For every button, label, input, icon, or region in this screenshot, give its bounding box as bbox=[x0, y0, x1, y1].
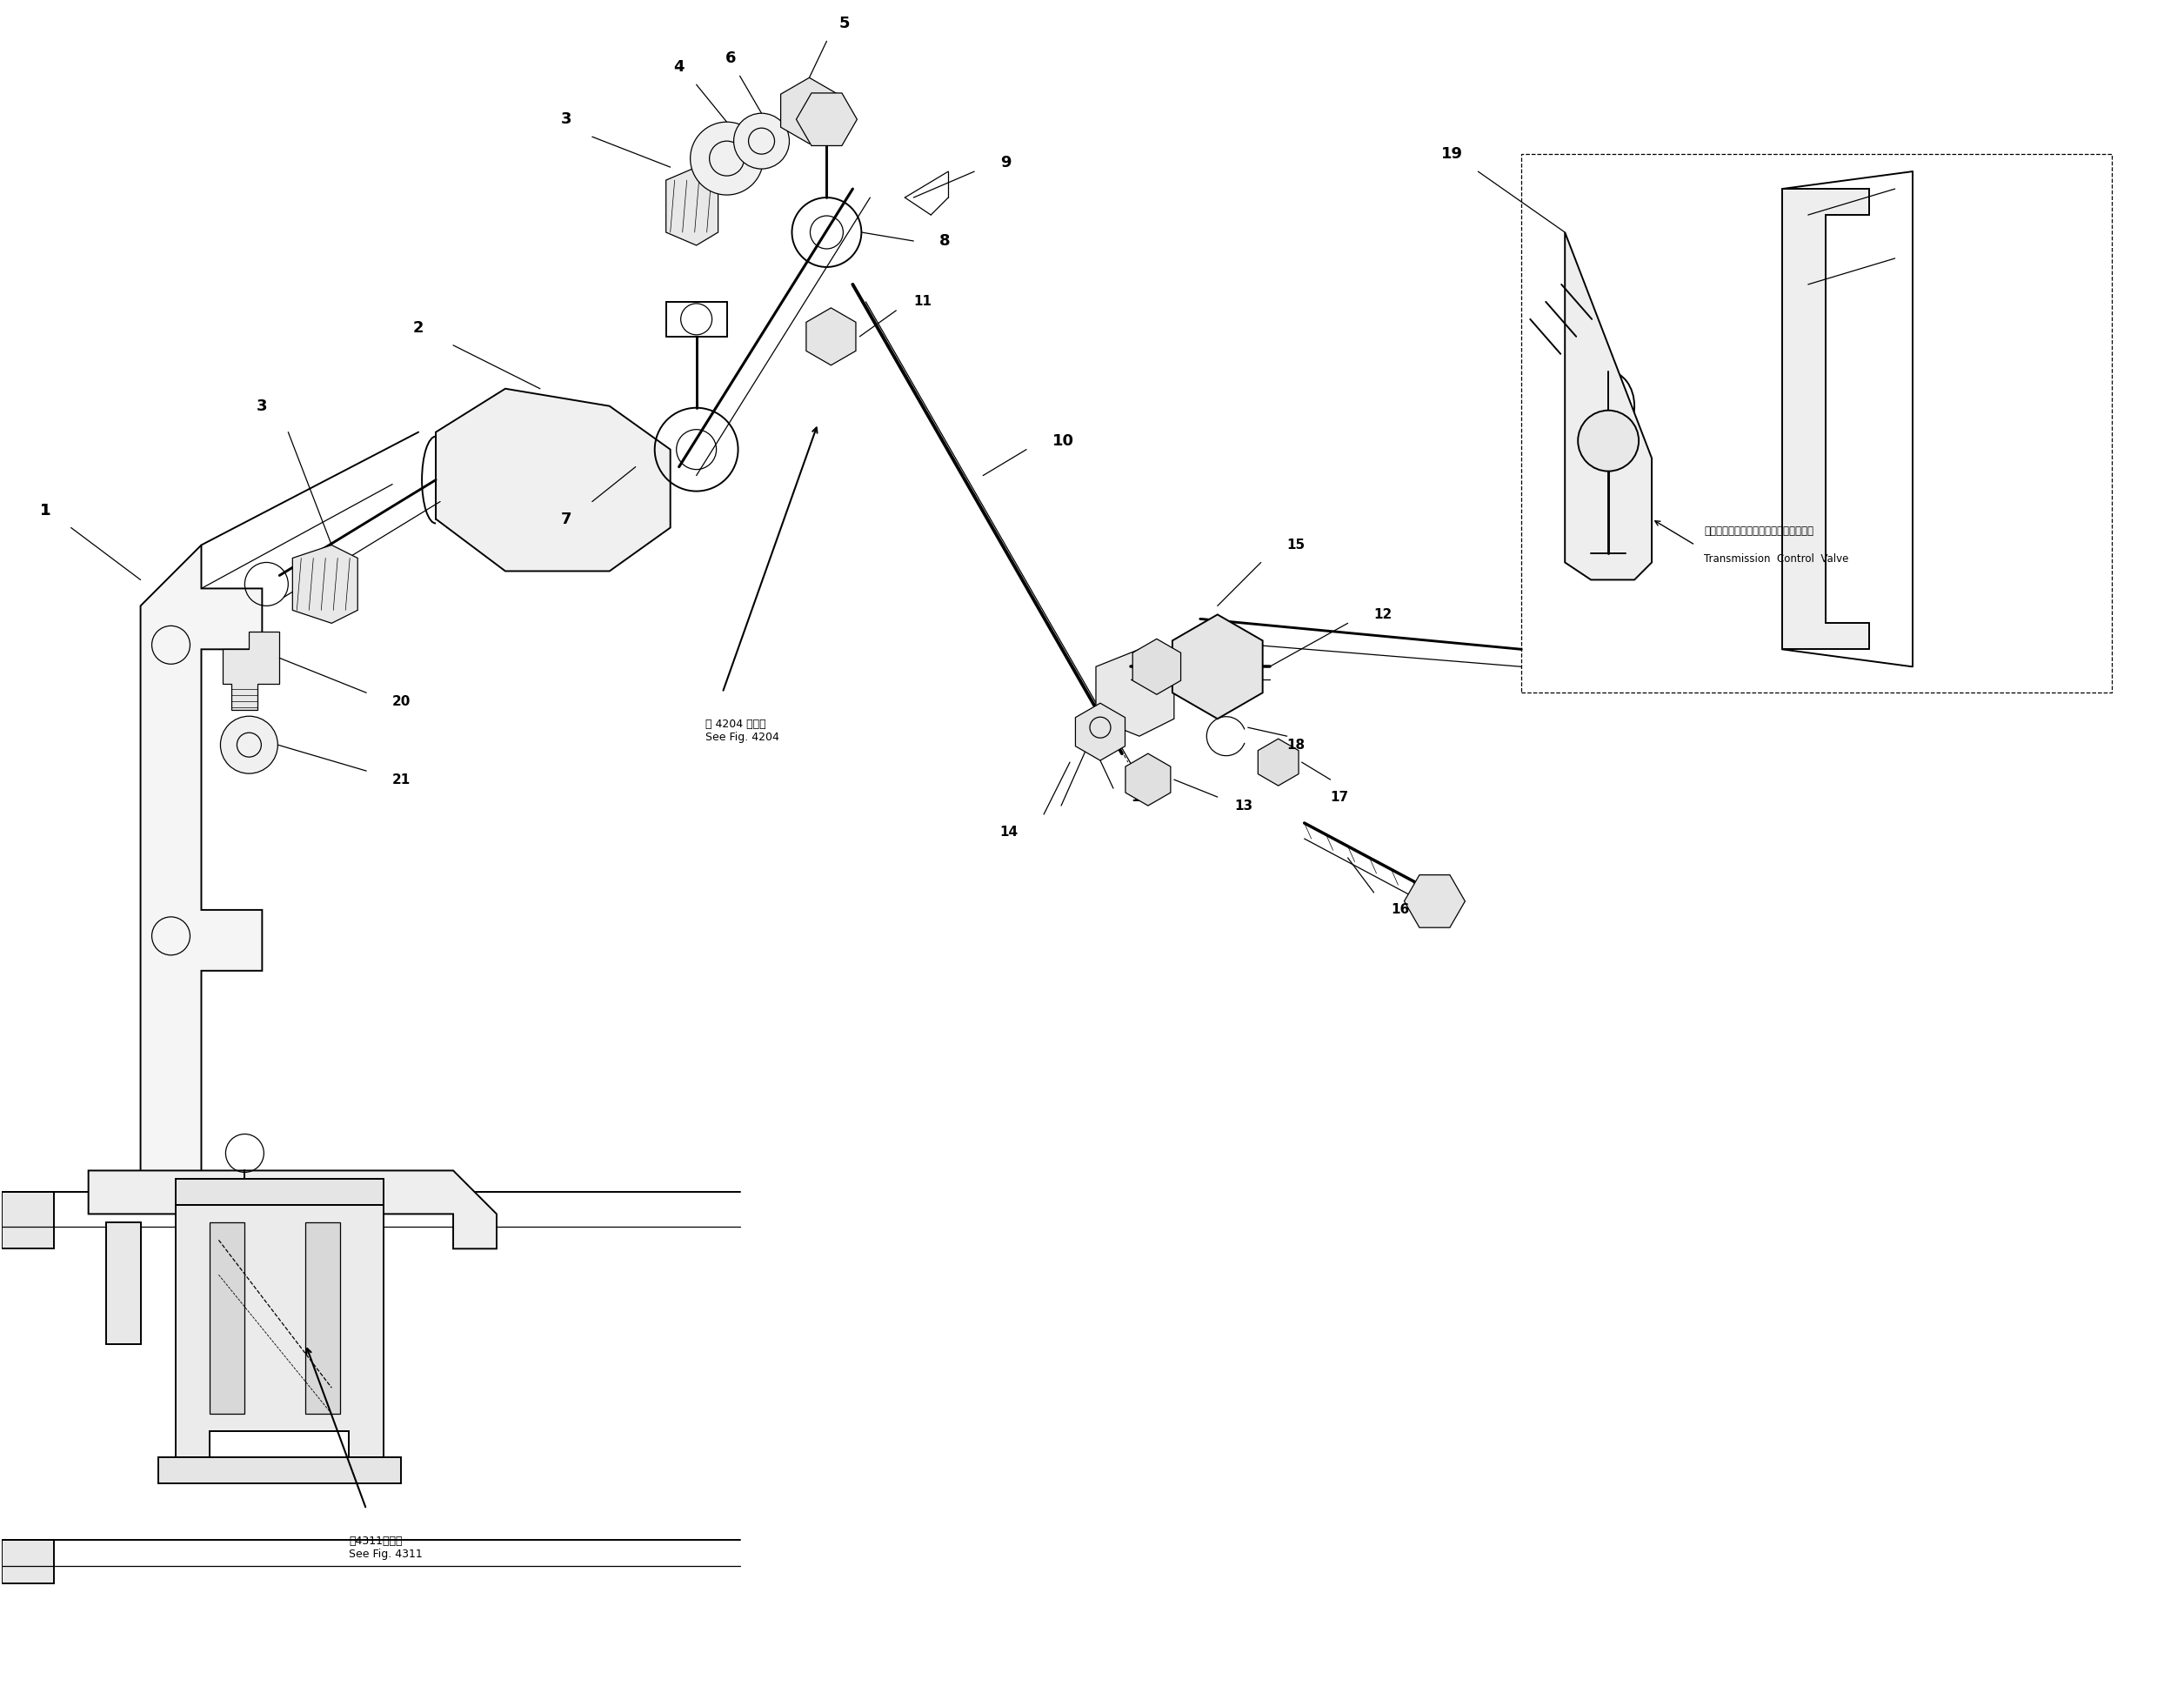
Polygon shape bbox=[666, 168, 719, 245]
Circle shape bbox=[734, 113, 788, 169]
Polygon shape bbox=[223, 631, 280, 709]
Circle shape bbox=[221, 716, 277, 774]
Text: 17: 17 bbox=[1330, 791, 1350, 804]
Text: Transmission  Control  Valve: Transmission Control Valve bbox=[1704, 554, 1848, 565]
Polygon shape bbox=[1404, 875, 1465, 928]
Text: 1: 1 bbox=[39, 503, 50, 518]
Text: 19: 19 bbox=[1441, 146, 1463, 163]
Polygon shape bbox=[806, 308, 856, 366]
Text: 11: 11 bbox=[913, 295, 933, 308]
Polygon shape bbox=[157, 1458, 402, 1483]
Text: トランスミッションコントロールバルブ: トランスミッションコントロールバルブ bbox=[1704, 525, 1813, 537]
Text: 11: 11 bbox=[1131, 791, 1149, 804]
Polygon shape bbox=[1782, 190, 1870, 650]
Text: 4: 4 bbox=[673, 59, 684, 74]
Polygon shape bbox=[797, 93, 856, 146]
Bar bbox=[2, 1539, 55, 1583]
Polygon shape bbox=[1096, 650, 1175, 736]
Text: 20: 20 bbox=[393, 694, 411, 708]
Polygon shape bbox=[1173, 615, 1262, 720]
Bar bbox=[2, 1192, 55, 1249]
Text: 1: 1 bbox=[39, 503, 50, 518]
Polygon shape bbox=[306, 1222, 341, 1414]
Text: 第4311図参照
See Fig. 4311: 第4311図参照 See Fig. 4311 bbox=[349, 1536, 424, 1559]
Polygon shape bbox=[175, 1180, 384, 1205]
Polygon shape bbox=[105, 1222, 140, 1344]
Polygon shape bbox=[210, 1222, 245, 1414]
Bar bbox=[1522, 154, 2112, 692]
Text: 3: 3 bbox=[258, 398, 269, 413]
Polygon shape bbox=[1125, 753, 1171, 806]
Polygon shape bbox=[1566, 232, 1651, 579]
Polygon shape bbox=[1075, 703, 1125, 760]
Polygon shape bbox=[293, 545, 358, 623]
Text: 18: 18 bbox=[1286, 738, 1306, 752]
Text: 16: 16 bbox=[1391, 904, 1409, 916]
Polygon shape bbox=[780, 78, 839, 144]
Circle shape bbox=[690, 122, 762, 195]
Text: 8: 8 bbox=[939, 234, 950, 249]
Polygon shape bbox=[87, 1170, 496, 1249]
Polygon shape bbox=[175, 1205, 384, 1458]
Text: 2: 2 bbox=[413, 320, 424, 335]
Text: 10: 10 bbox=[1053, 433, 1075, 449]
Text: 15: 15 bbox=[1286, 538, 1306, 552]
Text: 21: 21 bbox=[393, 774, 411, 786]
Text: 5: 5 bbox=[839, 15, 850, 32]
Text: 第 4204 図参照
See Fig. 4204: 第 4204 図参照 See Fig. 4204 bbox=[705, 720, 780, 743]
Polygon shape bbox=[1258, 738, 1299, 786]
Text: 7: 7 bbox=[561, 511, 572, 527]
Text: 13: 13 bbox=[1234, 799, 1254, 813]
Polygon shape bbox=[1133, 638, 1182, 694]
Text: 14: 14 bbox=[1000, 824, 1018, 838]
Text: 9: 9 bbox=[1000, 156, 1011, 171]
Text: 6: 6 bbox=[725, 51, 736, 66]
Polygon shape bbox=[437, 389, 670, 571]
Polygon shape bbox=[140, 545, 262, 1188]
Circle shape bbox=[1579, 410, 1638, 471]
Text: 12: 12 bbox=[1374, 608, 1393, 621]
Text: 3: 3 bbox=[561, 112, 572, 127]
